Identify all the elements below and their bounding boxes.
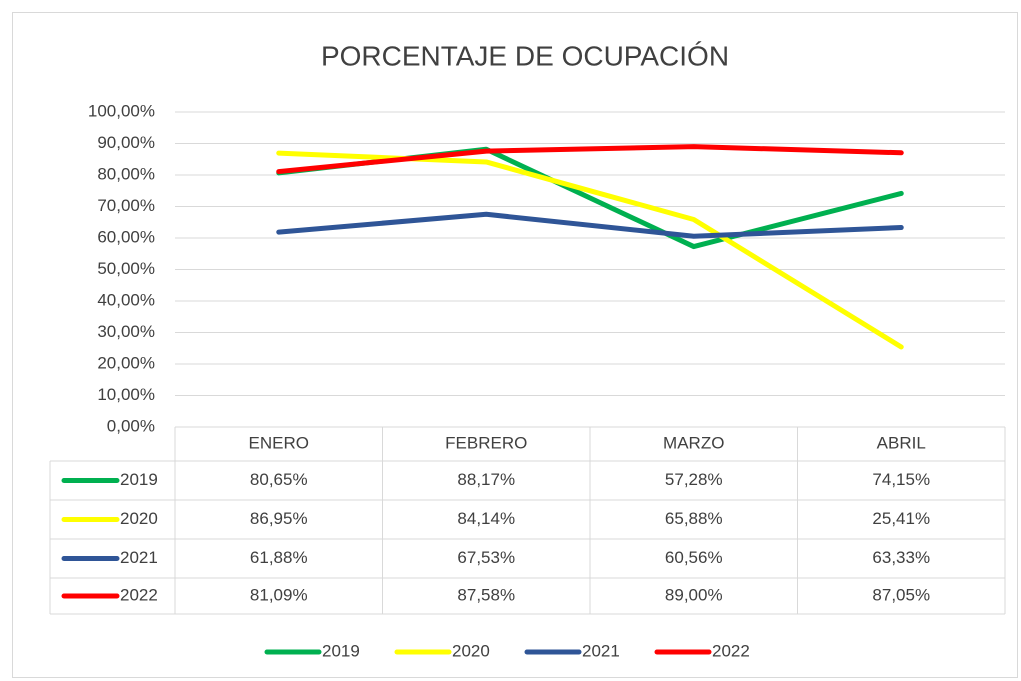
data-label: 88,17% [457,470,515,489]
y-tick-label: 100,00% [88,101,155,120]
line-series [276,144,904,175]
table-row-label: 2021 [120,548,158,567]
data-label: 86,95% [250,509,308,528]
data-label: 63,33% [872,548,930,567]
legend-label: 2021 [582,641,620,660]
data-label: 25,41% [872,509,930,528]
chart-border [12,12,1018,678]
y-tick-label: 10,00% [97,385,155,404]
legend-label: 2020 [452,641,490,660]
data-label: 65,88% [665,509,723,528]
table-row-label: 2019 [120,470,158,489]
y-tick-label: 60,00% [97,227,155,246]
y-tick-label: 0,00% [107,416,155,435]
y-tick-label: 20,00% [97,353,155,372]
y-tick-label: 80,00% [97,164,155,183]
x-tick-label: MARZO [663,433,724,452]
table-row-label: 2022 [120,585,158,604]
x-tick-label: ABRIL [877,433,926,452]
data-label: 61,88% [250,548,308,567]
table-row-label: 2020 [120,509,158,528]
data-label: 67,53% [457,548,515,567]
data-label: 81,09% [250,585,308,604]
y-tick-label: 50,00% [97,259,155,278]
data-label: 87,58% [457,585,515,604]
x-tick-label: FEBRERO [445,433,527,452]
legend-label: 2022 [712,641,750,660]
data-label: 89,00% [665,585,723,604]
data-label: 57,28% [665,470,723,489]
line-series [276,150,904,350]
data-label: 87,05% [872,585,930,604]
y-tick-label: 40,00% [97,290,155,309]
data-label: 74,15% [872,470,930,489]
y-tick-label: 90,00% [97,133,155,152]
line-series [276,211,904,239]
x-tick-label: ENERO [249,433,309,452]
y-tick-label: 30,00% [97,322,155,341]
chart-title: PORCENTAJE DE OCUPACIÓN [321,40,729,71]
y-tick-label: 70,00% [97,196,155,215]
data-label: 80,65% [250,470,308,489]
data-label: 60,56% [665,548,723,567]
data-label: 84,14% [457,509,515,528]
legend-label: 2019 [322,641,360,660]
